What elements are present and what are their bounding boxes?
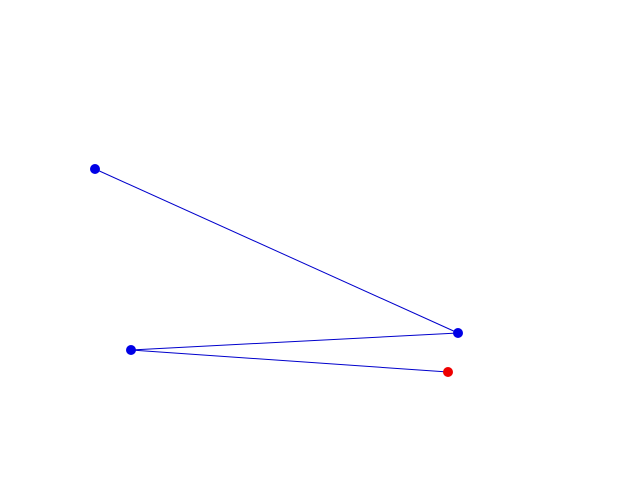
- vertex[interactable]: [90, 164, 100, 174]
- polyline: [94, 168, 459, 373]
- active-vertex[interactable]: [443, 367, 453, 377]
- vertex[interactable]: [453, 328, 463, 338]
- vertex[interactable]: [126, 345, 136, 355]
- segment: [130, 349, 449, 373]
- segment: [130, 332, 459, 351]
- segment: [94, 168, 459, 334]
